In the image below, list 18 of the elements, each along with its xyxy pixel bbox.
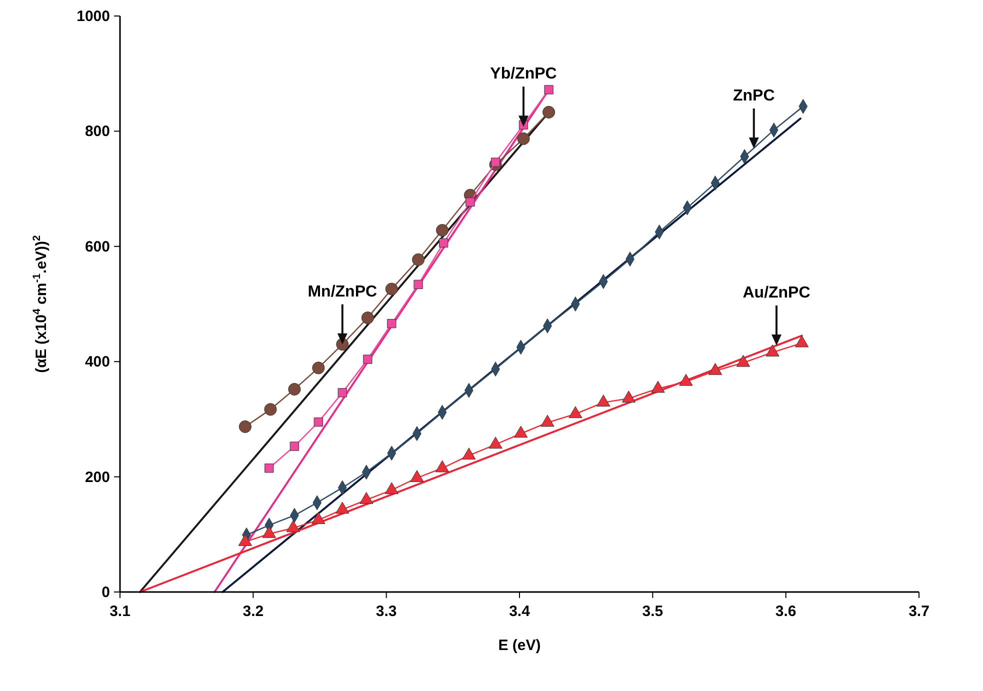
x-tick-label: 3.1 [110,603,130,620]
annotation: Mn/ZnPC [308,283,378,300]
y-tick-label: 600 [84,238,110,256]
x-tick-label: 3.4 [509,603,531,620]
annotation: Yb/ZnPC [490,66,558,83]
annotation: ZnPC [732,87,776,104]
y-tick-label: 400 [84,354,110,371]
x-axis-title: E (eV) [498,637,541,654]
x-tick-label: 3.2 [242,603,264,620]
y-tick-label: 800 [84,123,110,140]
x-tick-label: 3.6 [775,603,796,620]
y-tick-label: 0 [102,584,110,601]
y-tick-label: 200 [84,468,110,486]
y-tick-label: 1000 [76,8,110,25]
x-tick-label: 3.5 [642,603,664,620]
annotation: Au/ZnPC [742,284,811,302]
x-tick-label: 3.3 [376,603,397,620]
x-tick-label: 3.7 [908,603,930,620]
